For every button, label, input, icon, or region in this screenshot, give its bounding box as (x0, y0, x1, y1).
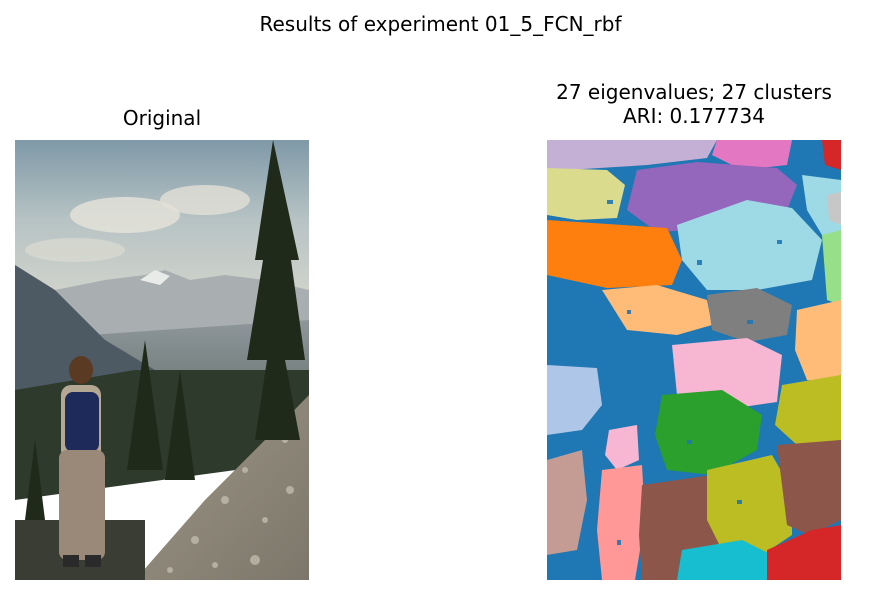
cluster-orange (547, 220, 682, 288)
cloud (70, 197, 180, 233)
hiker-figure (59, 356, 105, 567)
cluster-gray-edge (827, 192, 841, 225)
cluster-pink-top (712, 140, 792, 170)
segmentation-title-line1: 27 eigenvalues; 27 clusters (556, 80, 832, 104)
figure-suptitle: Results of experiment 01_5_FCN_rbf (259, 12, 622, 36)
cluster-lightblue (677, 200, 822, 290)
cluster-khaki (547, 168, 625, 220)
rocks (167, 437, 294, 573)
cluster-salmon (597, 465, 645, 580)
cluster-red-top (822, 140, 841, 170)
cluster-noise (607, 200, 782, 545)
cluster-brown-right (777, 440, 841, 535)
cluster-gray (707, 288, 792, 342)
cloud (25, 238, 125, 262)
segmentation-map-svg (547, 140, 841, 580)
rocky-slope (135, 395, 309, 580)
cluster-lightsteel (547, 365, 602, 435)
cluster-lightblue-right (802, 175, 841, 240)
cluster-olive (707, 455, 792, 555)
cluster-lavender (547, 140, 717, 170)
cluster-cyan (677, 540, 772, 580)
segmentation-panel-title: 27 eigenvalues; 27 clusters ARI: 0.17773… (510, 80, 878, 128)
cluster-red (767, 525, 841, 580)
original-image (15, 140, 309, 580)
original-photo-svg (15, 140, 309, 580)
segmentation-title-line2: ARI: 0.177734 (622, 104, 765, 128)
cloud (160, 185, 250, 215)
cluster-peach (602, 285, 712, 335)
cluster-rosebrown (547, 450, 587, 555)
cluster-green (655, 390, 762, 475)
cluster-olive-right (775, 375, 841, 445)
cluster-peach-right (795, 300, 841, 385)
cluster-green-edge (822, 230, 841, 305)
segmentation-image (547, 140, 841, 580)
cluster-pink-small (605, 425, 639, 470)
original-panel-title: Original (122, 106, 202, 130)
snow-peak (140, 270, 170, 285)
